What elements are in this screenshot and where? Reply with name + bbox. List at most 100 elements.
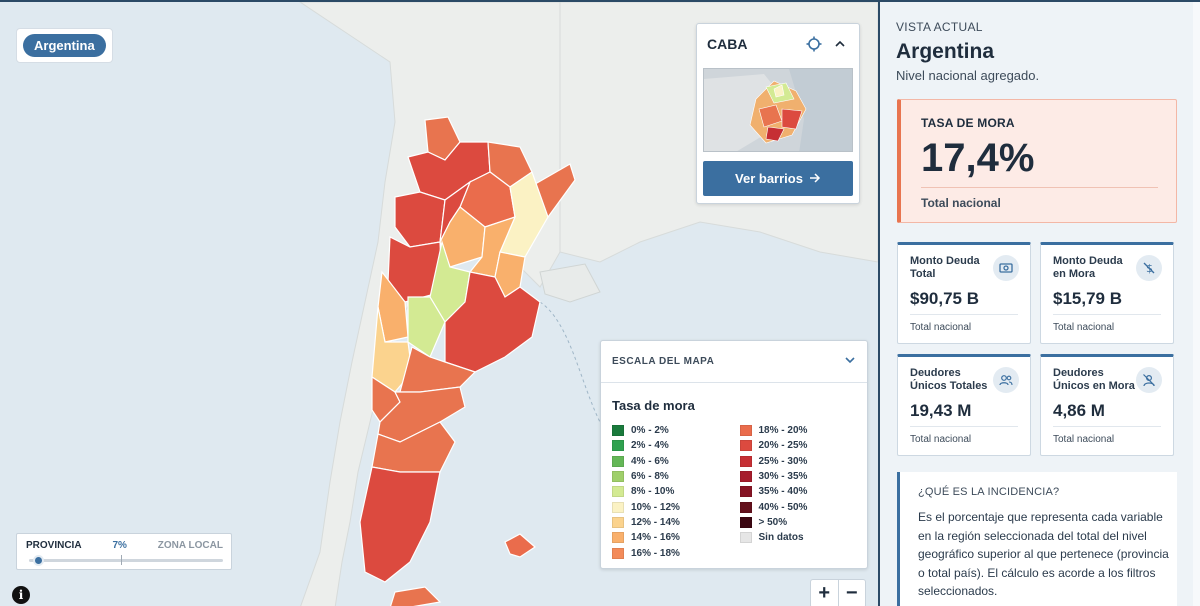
slider-track[interactable] <box>29 559 223 562</box>
incidencia-text: Es el porcentaje que representa cada var… <box>918 510 1169 598</box>
divider <box>921 187 1158 188</box>
legend-swatch <box>612 532 624 544</box>
zoom-controls: + − <box>810 579 866 606</box>
region-subtitle: Nivel nacional agregado. <box>896 68 1040 83</box>
legend-item: 12% - 14% <box>612 515 740 530</box>
legend-label: 18% - 20% <box>758 425 808 437</box>
legend-label: 14% - 16% <box>631 532 680 544</box>
stat-footer: Total nacional <box>910 434 972 445</box>
slider-tick <box>121 555 122 565</box>
stat-card-monto-deuda-total: Monto Deuda Total $90,75 B Total naciona… <box>897 242 1031 344</box>
slider-left-label: PROVINCIA <box>26 540 82 551</box>
divider <box>910 314 1018 315</box>
legend-item: 25% - 30% <box>739 454 868 469</box>
legend-label: 10% - 12% <box>631 501 680 513</box>
stat-value: 19,43 M <box>910 401 972 420</box>
legend-item: 2% - 4% <box>612 438 740 453</box>
stat-footer: Total nacional <box>910 322 972 333</box>
legend-item: 14% - 16% <box>612 530 740 545</box>
stat-title: Monto Deuda en Mora <box>1053 255 1123 280</box>
caba-thumbnail-map[interactable] <box>703 68 853 152</box>
malvinas-islands <box>504 533 536 558</box>
legend-label: 4% - 6% <box>631 455 669 467</box>
slider-handle[interactable] <box>33 555 44 566</box>
legend-label: 6% - 8% <box>631 471 669 483</box>
legend-swatch <box>612 486 624 498</box>
legend-swatch <box>739 471 752 483</box>
legend-column-right: 18% - 20% 20% - 25% 25% - 30% 30% - 35% 35% … <box>739 423 868 561</box>
province-buenos-aires <box>444 271 541 373</box>
map-area[interactable]: Argentina CABA <box>0 0 878 606</box>
legend-label: > 50% <box>758 516 788 528</box>
stat-card-monto-deuda-mora: Monto Deuda en Mora $ $15,79 B Total nac… <box>1040 242 1174 344</box>
legend-label: 8% - 10% <box>631 486 675 498</box>
tasa-mora-label: TASA DE MORA <box>921 116 1015 130</box>
province-tierra-del-fuego <box>389 586 442 606</box>
incidencia-title: ¿QUÉ ES LA INCIDENCIA? <box>918 486 1060 498</box>
map-legend: ESCALA DEL MAPA Tasa de mora 0% - 2% 2% -… <box>600 340 868 569</box>
locate-icon[interactable] <box>805 35 823 53</box>
info-panel: VISTA ACTUAL Argentina Nivel nacional ag… <box>878 0 1200 606</box>
legend-columns: 0% - 2% 2% - 4% 4% - 6% 6% - 8% 8% - 10% 10% … <box>612 423 867 561</box>
legend-swatch <box>739 425 752 437</box>
legend-swatch <box>739 486 752 498</box>
legend-label: 2% - 4% <box>631 440 669 452</box>
caba-panel: CABA Ver barrios <box>696 23 860 204</box>
slider-labels: PROVINCIA 7% ZONA LOCAL <box>17 534 231 551</box>
chevron-up-icon[interactable] <box>831 35 849 53</box>
chevron-down-icon[interactable] <box>844 354 856 369</box>
legend-item: 30% - 35% <box>739 469 868 484</box>
vista-actual-label: VISTA ACTUAL <box>896 20 983 34</box>
legend-item: 18% - 20% <box>739 423 868 438</box>
legend-label: 40% - 50% <box>758 501 808 513</box>
info-button[interactable]: i <box>12 586 30 604</box>
stat-title: Deudores Únicos Totales <box>910 367 988 392</box>
legend-label: 0% - 2% <box>631 425 669 437</box>
slider-right-label: ZONA LOCAL <box>157 540 223 551</box>
ver-barrios-button[interactable]: Ver barrios <box>703 161 853 196</box>
country-pill[interactable]: Argentina <box>23 34 106 57</box>
legend-item: 40% - 50% <box>739 499 868 514</box>
stat-footer: Total nacional <box>1053 322 1115 333</box>
legend-swatch <box>612 471 624 483</box>
legend-item: 35% - 40% <box>739 484 868 499</box>
users-icon <box>993 367 1019 393</box>
legend-label: 25% - 30% <box>758 455 808 467</box>
legend-label: 12% - 14% <box>631 516 680 528</box>
legend-swatch <box>612 455 624 467</box>
legend-swatch <box>739 516 752 528</box>
legend-item: 10% - 12% <box>612 499 740 514</box>
zoom-in-button[interactable]: + <box>811 580 839 606</box>
legend-header-title: ESCALA DEL MAPA <box>612 356 715 367</box>
legend-item: 20% - 25% <box>739 438 868 453</box>
maritime-line <box>539 301 601 423</box>
legend-swatch <box>612 440 624 452</box>
dollar-off-icon: $ <box>1136 255 1162 281</box>
stat-card-deudores-mora: Deudores Únicos en Mora 4,86 M Total nac… <box>1040 354 1174 456</box>
legend-swatch <box>612 547 624 559</box>
panel-scrollbar[interactable] <box>1193 2 1200 606</box>
legend-subtitle: Tasa de mora <box>612 398 695 413</box>
legend-item: 8% - 10% <box>612 484 740 499</box>
user-off-icon <box>1136 367 1162 393</box>
legend-item: 4% - 6% <box>612 454 740 469</box>
legend-label: 30% - 35% <box>758 471 808 483</box>
legend-item: 16% - 18% <box>612 545 740 560</box>
tasa-mora-value: 17,4% <box>921 136 1035 180</box>
province-san-luis <box>407 296 446 358</box>
legend-label: 16% - 18% <box>631 547 680 559</box>
stat-footer: Total nacional <box>1053 434 1115 445</box>
legend-header[interactable]: ESCALA DEL MAPA <box>601 341 867 383</box>
legend-swatch <box>612 516 624 528</box>
divider <box>1053 314 1161 315</box>
legend-item: 6% - 8% <box>612 469 740 484</box>
zoom-out-button[interactable]: − <box>845 582 858 604</box>
tasa-mora-card: TASA DE MORA 17,4% Total nacional <box>897 99 1177 223</box>
uruguay-land <box>539 263 601 303</box>
legend-swatch <box>739 532 752 544</box>
caba-title: CABA <box>707 36 748 52</box>
legend-label: 35% - 40% <box>758 486 808 498</box>
legend-item: Sin datos <box>739 530 868 545</box>
stat-title: Deudores Únicos en Mora <box>1053 367 1135 392</box>
province-san-juan <box>377 270 409 343</box>
